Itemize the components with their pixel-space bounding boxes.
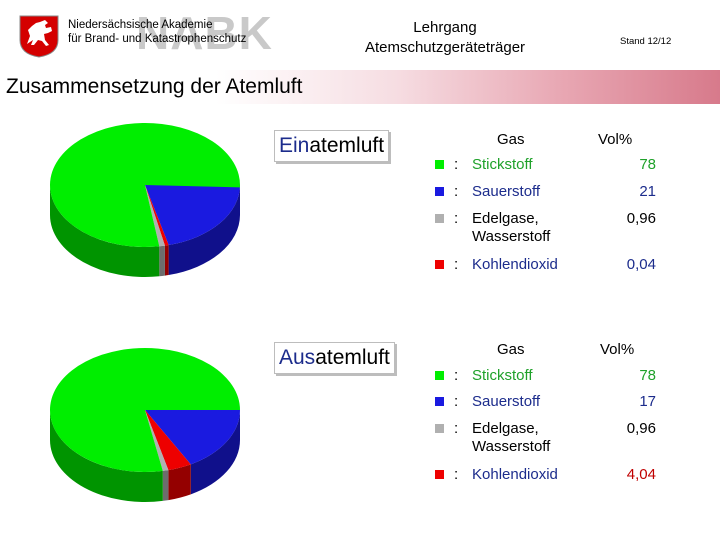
gas-name: Kohlendioxid [472,466,558,483]
gas-name: Edelgase, Wasserstoff [472,420,551,455]
exhale-side-sauerstoff [190,410,240,495]
exhale-side-stickstoff [50,410,163,502]
inhale-side-stickstoff [50,185,160,277]
exhale-col-vol: Vol% [600,341,635,358]
row-colon: : [454,210,459,227]
oxygen-square-icon [435,397,444,406]
organization-name: Niedersächsische Akademie für Brand- und… [68,18,246,46]
course-line-2: Atemschutzgeräteträger [364,39,526,56]
gas-value: 0,04 [626,256,656,273]
exhale-row-noble-gas: : Edelgase, Wasserstoff 0,96 [435,420,660,460]
gas-value: 17 [639,393,656,410]
nitrogen-square-icon [435,371,444,380]
exhale-label: Ausatemluft [274,342,395,374]
gas-name: Sauerstoff [472,393,541,410]
inhale-row-oxygen: : Sauerstoff 21 [435,183,660,203]
inhale-row-nitrogen: : Stickstoff 78 [435,156,660,176]
gas-value: 0,96 [626,210,656,227]
exhale-row-co2: : Kohlendioxid 4,04 [435,466,660,486]
inhale-row-noble-gas: : Edelgase, Wasserstoff 0,96 [435,210,660,250]
inhale-slice-sauerstoff [145,185,240,246]
inhale-label-suffix: atemluft [309,134,385,157]
exhale-label-suffix: atemluft [315,346,390,369]
nabk-watermark: NABK [136,7,273,59]
lower-saxony-horse-logo [19,15,59,58]
exhale-slice-kohlendioxid [145,410,191,471]
course-title: Lehrgang Atemschutzgeräteträger [330,18,560,58]
gas-value: 78 [639,367,656,384]
inhale-col-vol: Vol% [598,131,633,148]
gas-name: Stickstoff [472,156,533,173]
exhale-col-gas: Gas [497,341,525,358]
course-line-1: Lehrgang [413,19,477,36]
exhale-slice-stickstoff [50,348,240,472]
gas-value: 78 [639,156,656,173]
page-title: Zusammensetzung der Atemluft [6,75,303,98]
row-colon: : [454,466,459,483]
gas-name: Stickstoff [472,367,533,384]
row-colon: : [454,367,459,384]
exhale-side-edelgase-wasserstoff [162,470,169,501]
row-colon: : [454,393,459,410]
exhale-row-oxygen: : Sauerstoff 17 [435,393,660,413]
row-colon: : [454,420,459,437]
noble-gas-square-icon [435,424,444,433]
inhale-label-prefix: Ein [279,134,310,157]
stand-date: Stand 12/12 [620,36,672,47]
gas-value: 21 [639,183,656,200]
gas-value: 0,96 [626,420,656,437]
gas-name: Edelgase, Wasserstoff [472,210,551,245]
oxygen-square-icon [435,187,444,196]
noble-gas-square-icon [435,214,444,223]
inhale-slice-stickstoff [50,123,241,247]
exhale-row-nitrogen: : Stickstoff 78 [435,367,660,387]
inhale-side-kohlendioxid [164,245,169,276]
nitrogen-square-icon [435,160,444,169]
gas-value: 4,04 [626,466,656,483]
exhale-pie-chart [50,348,240,502]
inhale-row-co2: : Kohlendioxid 0,04 [435,256,660,276]
exhale-slice-sauerstoff [145,410,240,465]
exhale-side-kohlendioxid [168,464,191,501]
inhale-col-gas: Gas [497,131,525,148]
org-line-2: für Brand- und Katastrophenschutz [68,33,247,45]
row-colon: : [454,183,459,200]
gas-name: Sauerstoff [472,183,541,200]
title-banner [0,70,720,104]
org-line-1: Niedersächsische Akademie [68,19,213,31]
gas-name: Kohlendioxid [472,256,558,273]
row-colon: : [454,156,459,173]
co2-square-icon [435,470,444,479]
inhale-side-edelgase-wasserstoff [159,245,165,277]
inhale-pie-chart [50,123,241,277]
inhale-side-sauerstoff [168,185,240,276]
inhale-slice-kohlendioxid [145,185,169,246]
exhale-slice-edelgase-wasserstoff [145,410,169,471]
exhale-label-prefix: Aus [279,346,316,369]
row-colon: : [454,256,459,273]
inhale-label: Einatemluft [274,130,390,162]
inhale-slice-edelgase-wasserstoff [145,185,165,247]
co2-square-icon [435,260,444,269]
